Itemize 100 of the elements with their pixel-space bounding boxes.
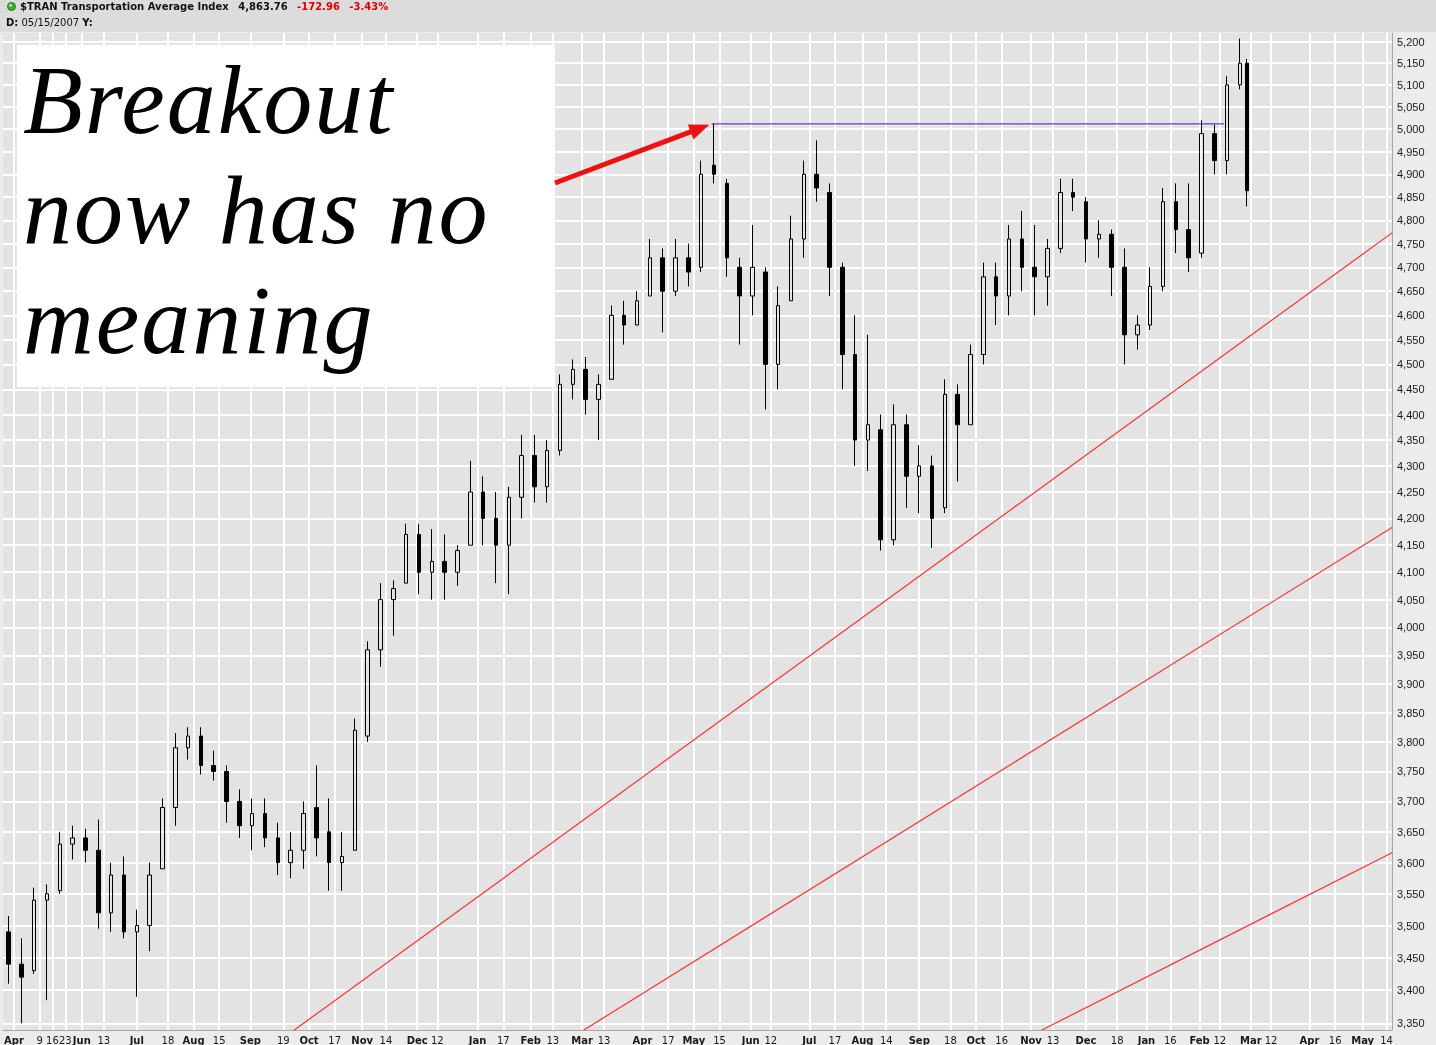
candlestick — [276, 822, 280, 876]
candlestick — [737, 257, 742, 346]
candlestick — [353, 718, 357, 851]
y-tick-label: 3,350 — [1397, 1017, 1425, 1030]
x-tick-label: 18 — [1110, 1034, 1124, 1045]
candlestick — [660, 247, 665, 333]
candlestick — [955, 383, 960, 483]
y-tick-label: 5,200 — [1397, 35, 1425, 48]
x-tick-label: 9 — [36, 1034, 43, 1045]
candlestick — [596, 373, 601, 441]
candlestick — [1122, 247, 1127, 365]
candlestick — [571, 358, 575, 400]
x-tick-label: 14 — [379, 1034, 393, 1045]
x-tick-label: Aug — [182, 1034, 205, 1045]
candlestick — [917, 444, 921, 514]
candlestick — [96, 819, 101, 930]
candlestick — [1032, 224, 1037, 316]
x-tick-label: 17 — [661, 1034, 675, 1045]
candlestick — [135, 909, 139, 998]
candlestick — [19, 937, 24, 1024]
y-tick-label: 3,600 — [1397, 856, 1425, 869]
candlestick — [789, 215, 793, 302]
x-tick-label: May — [1351, 1034, 1375, 1045]
y-tick-label: 4,250 — [1397, 486, 1425, 499]
candlestick — [891, 403, 896, 546]
chart-title: $TRAN Transportation Average Index 4,863.76 -172.96 -3.43% — [20, 1, 389, 12]
y-tick-label: 4,900 — [1397, 168, 1425, 181]
y-tick-label: 4,050 — [1397, 593, 1425, 606]
y-tick-label: 4,350 — [1397, 434, 1425, 447]
candlestick — [750, 224, 755, 316]
y-tick-label: 3,800 — [1397, 735, 1425, 748]
x-tick-label: 23 — [58, 1034, 72, 1045]
x-tick-label: Sep — [908, 1034, 930, 1045]
y-tick-label: 3,450 — [1397, 951, 1425, 964]
x-tick-label: Jan — [467, 1034, 487, 1045]
y-tick-label: 5,100 — [1397, 78, 1425, 91]
x-tick-label: Jun — [71, 1034, 91, 1045]
candlestick — [468, 460, 473, 546]
y-tick-label: 4,600 — [1397, 309, 1425, 322]
x-tick-label: 14 — [879, 1034, 893, 1045]
x-tick-label: 15 — [713, 1034, 726, 1045]
candlestick — [45, 883, 49, 1001]
candlestick — [686, 243, 691, 287]
candlestick — [404, 523, 408, 584]
candlestick — [622, 300, 626, 346]
x-tick-label: 12 — [1264, 1034, 1278, 1045]
chart-subtitle: D: 05/15/2007 Y: — [6, 17, 93, 28]
candlestick — [32, 887, 36, 975]
candlestick — [430, 528, 434, 601]
x-tick-label: 19 — [277, 1034, 290, 1045]
candlestick — [147, 862, 152, 952]
candlestick — [635, 290, 639, 326]
y-tick-label: 5,000 — [1397, 123, 1425, 136]
candlestick — [250, 797, 254, 851]
candlestick — [866, 334, 870, 472]
x-tick-label: 13 — [97, 1034, 111, 1045]
y-tick-label: 4,850 — [1397, 191, 1425, 204]
candlestick — [1186, 182, 1191, 273]
candlestick — [648, 238, 652, 297]
candlestick — [802, 160, 806, 259]
candlestick — [1109, 229, 1114, 297]
candlestick — [853, 314, 857, 467]
y-tick-label: 3,550 — [1397, 887, 1425, 900]
x-tick-label: 17 — [328, 1034, 342, 1045]
candlestick — [532, 434, 537, 504]
y-tick-label: 3,750 — [1397, 765, 1425, 778]
candlestick — [391, 579, 396, 637]
candlestick — [301, 800, 306, 870]
x-tick-label: 13 — [1046, 1034, 1060, 1045]
candlestick — [109, 862, 113, 933]
y-tick-label: 4,300 — [1397, 459, 1425, 472]
y-tick-label: 3,700 — [1397, 795, 1425, 808]
x-tick-label: 14 — [1380, 1034, 1393, 1045]
x-tick-label: 12 — [430, 1034, 444, 1045]
candlestick — [199, 726, 203, 775]
y-tick-label: 4,200 — [1397, 512, 1425, 525]
candlestick — [1212, 124, 1217, 175]
candlestick — [814, 139, 819, 203]
candlestick — [1071, 178, 1075, 212]
x-tick-label: Nov — [1020, 1034, 1043, 1045]
candlestick — [1007, 224, 1011, 316]
candlestick — [1161, 187, 1165, 292]
x-tick-label: Mar — [571, 1034, 593, 1045]
x-tick-label: 16 — [1328, 1034, 1342, 1045]
x-tick-label: 12 — [1213, 1034, 1227, 1045]
candlestick — [327, 797, 331, 892]
candlestick — [494, 491, 498, 584]
x-tick-label: Feb — [520, 1034, 541, 1045]
candlestick — [827, 182, 832, 297]
candlestick — [968, 344, 973, 426]
y-tick-label: 4,150 — [1397, 539, 1425, 552]
x-tick-label: 15 — [212, 1034, 226, 1045]
y-tick-label: 3,400 — [1397, 984, 1425, 997]
candlestick — [6, 915, 11, 985]
candlestick — [314, 765, 319, 857]
x-tick-label: Dec — [1075, 1034, 1097, 1045]
y-tick-label: 3,850 — [1397, 706, 1425, 719]
candlestick — [83, 828, 88, 864]
candlestick — [378, 582, 383, 668]
candlestick — [583, 356, 588, 416]
